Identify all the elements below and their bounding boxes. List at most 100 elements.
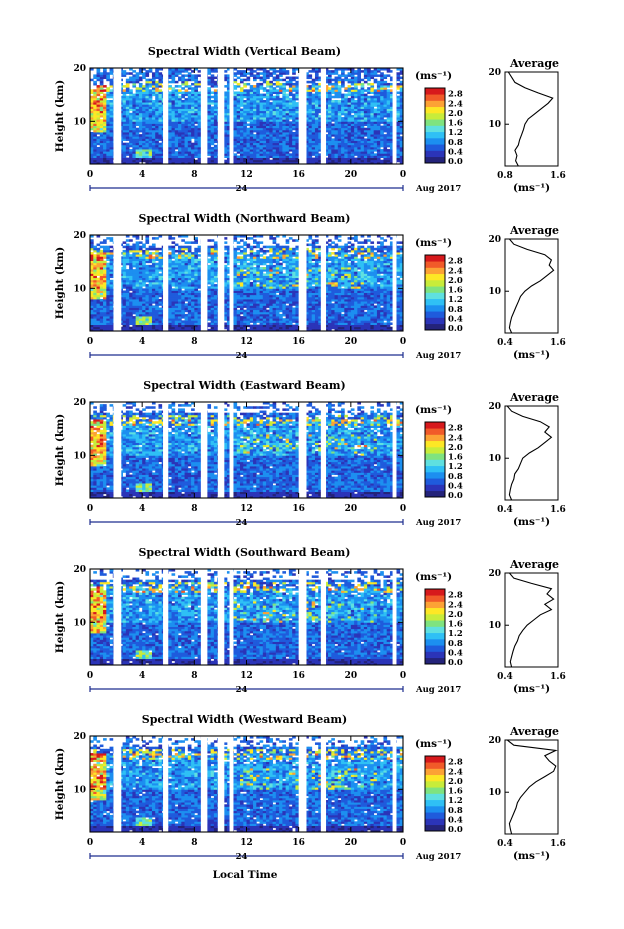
heatmap-cell — [292, 325, 296, 328]
data-gap — [163, 68, 168, 164]
heatmap-cell — [292, 308, 296, 311]
average-line — [508, 72, 552, 166]
heatmap-cell — [181, 74, 185, 77]
heatmap-cell — [194, 160, 198, 163]
heatmap-cell — [237, 70, 241, 73]
heatmap-cell — [243, 83, 247, 86]
heatmap-cell — [110, 79, 114, 82]
heatmap-cell — [396, 83, 400, 86]
heatmap-cell — [286, 77, 290, 80]
heatmap-cell — [185, 79, 189, 82]
average-y-tick-label: 10 — [488, 120, 501, 130]
heatmap-cell — [266, 70, 270, 73]
heatmap-cell — [191, 87, 195, 90]
colorbar-tick-label: 2.4 — [448, 99, 463, 109]
heatmap-cell — [149, 89, 153, 92]
heatmap-cell — [387, 83, 391, 86]
heatmap-cell — [286, 94, 290, 97]
heatmap-cell — [377, 74, 381, 77]
colorbar-swatch — [425, 132, 445, 139]
heatmap-cell — [338, 85, 342, 88]
heatmap-cell — [247, 72, 251, 75]
x-tick-label: 0 — [400, 170, 406, 180]
heatmap-cell — [168, 85, 172, 88]
heatmap-cell — [103, 85, 107, 88]
heatmap-cell — [292, 77, 296, 80]
heatmap-cell — [207, 87, 211, 90]
heatmap-cell — [292, 132, 296, 135]
heatmap-cell — [276, 74, 280, 77]
heatmap-cell — [106, 87, 110, 90]
heatmap-cell — [178, 77, 182, 80]
heatmap-cell — [396, 96, 400, 99]
data-gap — [113, 68, 121, 164]
heatmap-cell — [354, 158, 358, 161]
heatmap-cell — [250, 85, 254, 88]
heatmap-cell — [266, 89, 270, 92]
heatmap-cell — [348, 98, 352, 101]
average-frame — [505, 72, 558, 166]
heatmap-cell — [374, 109, 378, 112]
heatmap-cell — [295, 102, 299, 105]
heatmap-cell — [380, 149, 384, 152]
heatmap-cell — [289, 98, 293, 101]
heatmap-cell — [126, 96, 130, 99]
heatmap-cell — [328, 70, 332, 73]
heatmap-cell — [367, 83, 371, 86]
heatmap-cell — [93, 89, 97, 92]
heatmap-cell — [286, 89, 290, 92]
heatmap-cell — [295, 81, 299, 84]
heatmap-cell — [256, 83, 260, 86]
heatmap-cell — [175, 85, 179, 88]
heatmap-cell — [341, 314, 345, 317]
heatmap-cell — [149, 79, 153, 82]
heatmap-cell — [308, 74, 312, 77]
heatmap-cell — [97, 147, 101, 150]
heatmap-cell — [335, 100, 339, 103]
heatmap-cell — [282, 83, 286, 86]
heatmap-cell — [103, 94, 107, 97]
heatmap-cell — [344, 87, 348, 90]
heatmap-cell — [364, 128, 368, 131]
colorbar-tick-label: 2.0 — [448, 109, 463, 119]
heatmap-cell — [168, 81, 172, 84]
colorbar-tick-label: 1.2 — [448, 128, 463, 138]
heatmap-cell — [377, 81, 381, 84]
heatmap-cell — [344, 94, 348, 97]
heatmap-cell — [282, 318, 286, 321]
heatmap-cell — [152, 72, 156, 75]
heatmap-cell — [214, 89, 218, 92]
heatmap-cell — [354, 70, 358, 73]
heatmap-cell — [286, 81, 290, 84]
colorbar-tick-label: 2.8 — [448, 90, 463, 100]
heatmap-cell — [194, 126, 198, 129]
heatmap-cell — [181, 91, 185, 94]
heatmap-cell — [273, 83, 277, 86]
colorbar-swatch — [425, 126, 445, 133]
heatmap-cell — [269, 72, 273, 75]
x-tick-label: 20 — [345, 170, 358, 180]
heatmap-cell — [279, 79, 283, 82]
heatmap-cell — [123, 89, 127, 92]
colorbar-swatch — [425, 94, 445, 101]
heatmap-cell — [240, 109, 244, 112]
heatmap-cell — [383, 322, 387, 325]
heatmap-cell — [289, 153, 293, 156]
heatmap-cell — [292, 94, 296, 97]
heatmap-cell — [158, 143, 162, 146]
heatmap-cell — [364, 89, 368, 92]
heatmap-cell — [396, 72, 400, 75]
heatmap-cell — [93, 81, 97, 84]
heatmap-cell — [266, 81, 270, 84]
heatmap-cell — [364, 138, 368, 141]
heatmap-cell — [256, 325, 260, 328]
heatmap-cell — [383, 119, 387, 122]
heatmap-cell — [266, 310, 270, 313]
heatmap-cell — [269, 102, 273, 105]
heatmap-cell — [158, 72, 162, 75]
heatmap-cell — [380, 160, 384, 163]
heatmap-cell — [211, 96, 215, 99]
heatmap-cell — [158, 89, 162, 92]
heatmap-cell — [175, 81, 179, 84]
heatmap-cell — [351, 87, 355, 90]
